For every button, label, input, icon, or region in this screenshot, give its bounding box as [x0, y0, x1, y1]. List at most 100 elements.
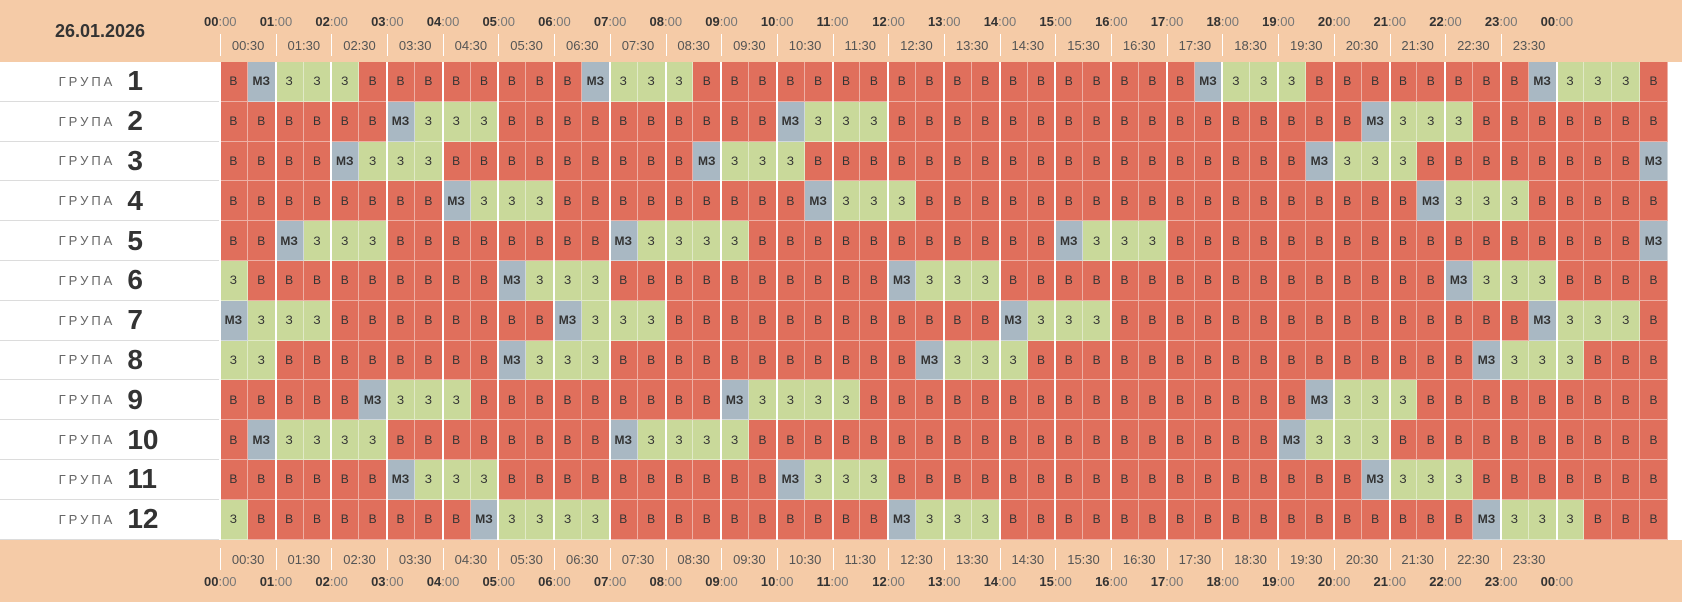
schedule-cell[interactable]: В: [387, 62, 415, 102]
schedule-cell[interactable]: В: [1083, 101, 1112, 142]
schedule-cell[interactable]: В: [498, 62, 527, 102]
schedule-cell[interactable]: З: [1333, 141, 1362, 182]
schedule-cell[interactable]: В: [721, 181, 750, 222]
schedule-cell[interactable]: В: [665, 340, 694, 381]
schedule-cell[interactable]: З: [526, 499, 555, 540]
schedule-cell[interactable]: З: [944, 340, 972, 381]
schedule-cell[interactable]: МЗ: [554, 300, 582, 341]
schedule-cell[interactable]: В: [1473, 62, 1501, 102]
schedule-cell[interactable]: В: [971, 62, 1000, 102]
schedule-cell[interactable]: В: [665, 101, 694, 142]
schedule-cell[interactable]: В: [776, 420, 805, 460]
schedule-cell[interactable]: В: [1556, 380, 1585, 421]
schedule-cell[interactable]: В: [693, 499, 722, 540]
schedule-cell[interactable]: В: [944, 380, 972, 421]
schedule-cell[interactable]: В: [944, 460, 972, 500]
schedule-cell[interactable]: В: [414, 221, 443, 261]
schedule-cell[interactable]: В: [1389, 62, 1418, 102]
schedule-cell[interactable]: МЗ: [275, 221, 304, 261]
schedule-cell[interactable]: В: [1612, 420, 1641, 460]
schedule-cell[interactable]: В: [609, 141, 638, 182]
schedule-cell[interactable]: В: [1278, 380, 1306, 421]
schedule-cell[interactable]: В: [526, 62, 555, 102]
schedule-cell[interactable]: В: [1194, 300, 1223, 341]
schedule-cell[interactable]: В: [1417, 380, 1446, 421]
schedule-cell[interactable]: В: [665, 380, 694, 421]
schedule-cell[interactable]: В: [303, 181, 332, 222]
schedule-cell[interactable]: В: [1250, 340, 1279, 381]
schedule-cell[interactable]: В: [1278, 300, 1306, 341]
schedule-cell[interactable]: В: [470, 221, 499, 261]
schedule-cell[interactable]: З: [637, 221, 666, 261]
schedule-cell[interactable]: В: [1500, 300, 1529, 341]
schedule-cell[interactable]: З: [582, 340, 610, 381]
schedule-cell[interactable]: В: [1556, 261, 1585, 301]
schedule-cell[interactable]: В: [220, 101, 248, 142]
schedule-cell[interactable]: В: [721, 101, 750, 142]
schedule-cell[interactable]: З: [582, 499, 610, 540]
schedule-cell[interactable]: В: [1612, 221, 1641, 261]
schedule-cell[interactable]: В: [1055, 101, 1084, 142]
schedule-cell[interactable]: В: [1250, 460, 1279, 500]
schedule-cell[interactable]: В: [442, 499, 471, 540]
schedule-cell[interactable]: З: [693, 221, 722, 261]
schedule-cell[interactable]: З: [1500, 261, 1529, 301]
schedule-cell[interactable]: В: [832, 499, 861, 540]
schedule-cell[interactable]: З: [776, 141, 805, 182]
schedule-cell[interactable]: З: [247, 340, 276, 381]
schedule-cell[interactable]: В: [1278, 340, 1306, 381]
schedule-cell[interactable]: В: [1138, 300, 1167, 341]
schedule-cell[interactable]: В: [693, 340, 722, 381]
schedule-cell[interactable]: В: [944, 420, 972, 460]
schedule-cell[interactable]: В: [693, 380, 722, 421]
schedule-cell[interactable]: МЗ: [331, 141, 360, 182]
schedule-cell[interactable]: В: [359, 300, 388, 341]
schedule-cell[interactable]: В: [1222, 221, 1251, 261]
schedule-cell[interactable]: З: [1528, 340, 1557, 381]
schedule-cell[interactable]: В: [1306, 300, 1334, 341]
schedule-cell[interactable]: В: [916, 141, 944, 182]
schedule-cell[interactable]: З: [804, 460, 833, 500]
schedule-cell[interactable]: В: [1138, 101, 1167, 142]
schedule-cell[interactable]: В: [387, 340, 415, 381]
schedule-cell[interactable]: В: [582, 221, 610, 261]
schedule-cell[interactable]: В: [1250, 380, 1279, 421]
schedule-cell[interactable]: З: [387, 141, 415, 182]
schedule-cell[interactable]: В: [303, 141, 332, 182]
schedule-cell[interactable]: МЗ: [1640, 221, 1668, 261]
schedule-cell[interactable]: З: [1445, 460, 1474, 500]
schedule-cell[interactable]: В: [1194, 420, 1223, 460]
schedule-cell[interactable]: В: [693, 300, 722, 341]
schedule-cell[interactable]: В: [582, 181, 610, 222]
schedule-cell[interactable]: В: [1361, 62, 1390, 102]
schedule-cell[interactable]: В: [1584, 221, 1613, 261]
schedule-cell[interactable]: В: [888, 141, 917, 182]
schedule-cell[interactable]: В: [470, 340, 499, 381]
schedule-cell[interactable]: В: [1417, 300, 1446, 341]
schedule-cell[interactable]: В: [387, 420, 415, 460]
schedule-cell[interactable]: З: [1333, 420, 1362, 460]
schedule-cell[interactable]: В: [1528, 101, 1557, 142]
schedule-cell[interactable]: З: [303, 420, 332, 460]
schedule-cell[interactable]: З: [1138, 221, 1167, 261]
schedule-cell[interactable]: В: [1111, 62, 1139, 102]
schedule-cell[interactable]: В: [247, 181, 276, 222]
schedule-cell[interactable]: З: [1333, 380, 1362, 421]
schedule-cell[interactable]: В: [637, 499, 666, 540]
schedule-cell[interactable]: В: [1138, 62, 1167, 102]
schedule-cell[interactable]: В: [470, 261, 499, 301]
schedule-cell[interactable]: В: [1111, 181, 1139, 222]
schedule-cell[interactable]: В: [832, 340, 861, 381]
schedule-cell[interactable]: В: [1278, 221, 1306, 261]
schedule-cell[interactable]: В: [1250, 101, 1279, 142]
schedule-cell[interactable]: В: [916, 101, 944, 142]
schedule-cell[interactable]: З: [665, 420, 694, 460]
schedule-cell[interactable]: МЗ: [247, 62, 276, 102]
schedule-cell[interactable]: В: [888, 300, 917, 341]
schedule-cell[interactable]: В: [1138, 181, 1167, 222]
schedule-cell[interactable]: В: [1194, 261, 1223, 301]
schedule-cell[interactable]: В: [1612, 101, 1641, 142]
schedule-cell[interactable]: МЗ: [1306, 380, 1334, 421]
schedule-cell[interactable]: В: [1194, 340, 1223, 381]
schedule-cell[interactable]: В: [721, 499, 750, 540]
